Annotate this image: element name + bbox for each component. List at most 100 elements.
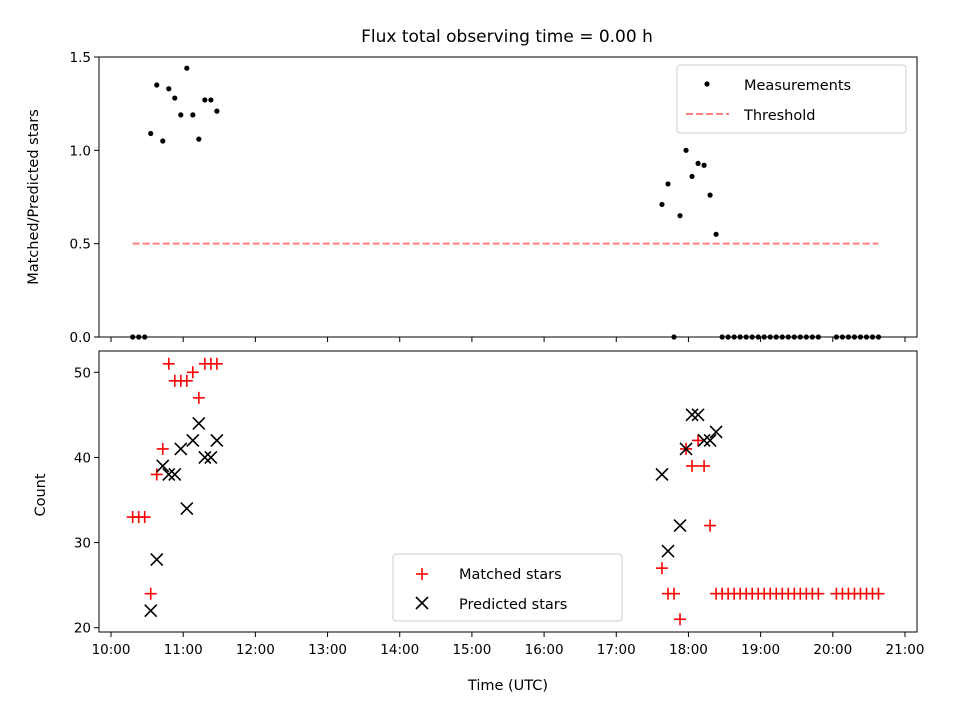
predicted-stars-point (655, 467, 669, 482)
legend-measurements-marker (704, 81, 710, 87)
x-tick-label: 19:00 (741, 642, 780, 658)
legend-measurements-label: Measurements (744, 78, 851, 94)
measurement-point (190, 112, 196, 118)
matched-stars-point (138, 511, 151, 524)
x-tick-label: 14:00 (380, 642, 419, 658)
top-plot-area (130, 65, 882, 340)
top-legend-box (676, 64, 907, 134)
matched-stars-point (692, 434, 705, 447)
measurement-point (160, 138, 166, 144)
predicted-stars-point (144, 604, 158, 618)
x-tick-label: 17:00 (597, 642, 636, 658)
bottom-panel: Count Time (UTC) 20 30 40 50 10:00 11:00 12:0… (33, 350, 925, 694)
legend-threshold-label: Threshold (743, 108, 815, 124)
predicted-stars-point (198, 450, 212, 465)
x-tick-label: 18:00 (669, 642, 708, 658)
predicted-stars-point (168, 467, 182, 482)
matched-stars-point (210, 357, 223, 370)
matched-stars-point (686, 459, 699, 472)
measurement-point (202, 97, 208, 103)
y-tick-label: 1.0 (70, 143, 91, 159)
predicted-stars-point (186, 433, 200, 447)
measurement-point (184, 65, 190, 71)
bottom-legend-box (392, 553, 623, 622)
predicted-stars-point (685, 408, 699, 422)
measurement-point (208, 97, 214, 103)
y-tick-label: 50 (74, 365, 91, 381)
y-tick-label: 0.5 (70, 237, 91, 253)
measurement-point (665, 181, 671, 187)
x-tick-label: 16:00 (525, 642, 564, 658)
top-y-axis-label: Matched/Predicted stars (26, 109, 42, 285)
matched-stars-point (674, 613, 687, 626)
predicted-stars-point (210, 433, 224, 447)
y-tick-label: 20 (74, 621, 91, 637)
predicted-stars-point (192, 416, 206, 430)
matched-stars-point (186, 366, 199, 379)
matched-stars-point (180, 374, 193, 387)
bottom-x-axis-label: Time (UTC) (467, 678, 548, 694)
measurement-point (659, 201, 665, 208)
matched-stars-point (162, 357, 175, 370)
measurement-point (154, 82, 160, 88)
y-tick-label: 40 (74, 450, 91, 466)
measurement-point (701, 162, 707, 168)
matched-stars-point (150, 468, 163, 481)
bottom-legend: Matched stars Predicted stars (392, 553, 623, 622)
predicted-stars-point (709, 425, 723, 439)
matched-stars-point (192, 391, 205, 404)
bottom-x-axis: 10:00 11:00 12:00 13:00 14:00 15:00 16:00 17:00… (92, 632, 925, 658)
bottom-plot-area (126, 357, 885, 626)
matched-stars-point (812, 587, 825, 600)
x-tick-label: 20:00 (813, 642, 852, 658)
x-tick-label: 11:00 (164, 642, 203, 658)
y-tick-label: 30 (74, 536, 91, 552)
legend-predicted-label: Predicted stars (459, 597, 567, 613)
legend-matched-label: Matched stars (459, 567, 562, 583)
measurement-point (713, 231, 719, 237)
x-tick-label: 10:00 (92, 642, 131, 658)
matched-stars-point (698, 459, 711, 472)
predicted-stars-point (174, 442, 188, 456)
x-tick-label: 12:00 (236, 642, 275, 658)
x-tick-label: 13:00 (308, 642, 347, 658)
top-y-axis: 0.0 0.5 1.0 1.5 (70, 50, 99, 346)
predicted-stars-point (703, 433, 717, 447)
matched-stars-point (655, 562, 668, 575)
measurement-point (166, 86, 172, 92)
measurement-point (677, 213, 683, 219)
measurement-point (214, 108, 220, 114)
legend-predicted-marker (415, 596, 429, 610)
matched-stars-point (144, 587, 157, 600)
x-tick-label: 15:00 (452, 642, 491, 658)
legend-matched-marker (416, 568, 428, 580)
measurement-point (683, 147, 689, 153)
matched-stars-point (156, 442, 169, 455)
measurement-point (695, 160, 701, 166)
bottom-plot-frame (98, 350, 918, 633)
matched-stars-point (668, 587, 681, 600)
measurement-point (707, 192, 713, 198)
x-tick-label: 21:00 (886, 642, 925, 658)
bottom-y-axis-label: Count (33, 473, 49, 516)
predicted-stars-point (180, 501, 194, 516)
predicted-stars-point (661, 544, 675, 558)
predicted-stars-point (204, 450, 218, 465)
predicted-stars-point (697, 433, 711, 447)
predicted-stars-point (691, 408, 705, 422)
predicted-stars-point (156, 459, 170, 473)
measurement-point (196, 136, 202, 142)
measurement-point (172, 95, 178, 101)
matched-stars-point (872, 587, 885, 600)
matched-stars-point (704, 519, 717, 532)
measurement-point (148, 130, 154, 137)
bottom-y-axis: 20 30 40 50 (74, 365, 99, 637)
predicted-stars-point (150, 553, 164, 567)
top-legend: Measurements Threshold (676, 64, 907, 134)
predicted-stars-point (679, 442, 693, 456)
y-tick-label: 1.5 (70, 50, 91, 66)
predicted-stars-point (673, 518, 687, 533)
y-tick-label: 0.0 (70, 330, 91, 346)
top-panel: Flux total observing time = 0.00 h Match… (26, 27, 918, 346)
